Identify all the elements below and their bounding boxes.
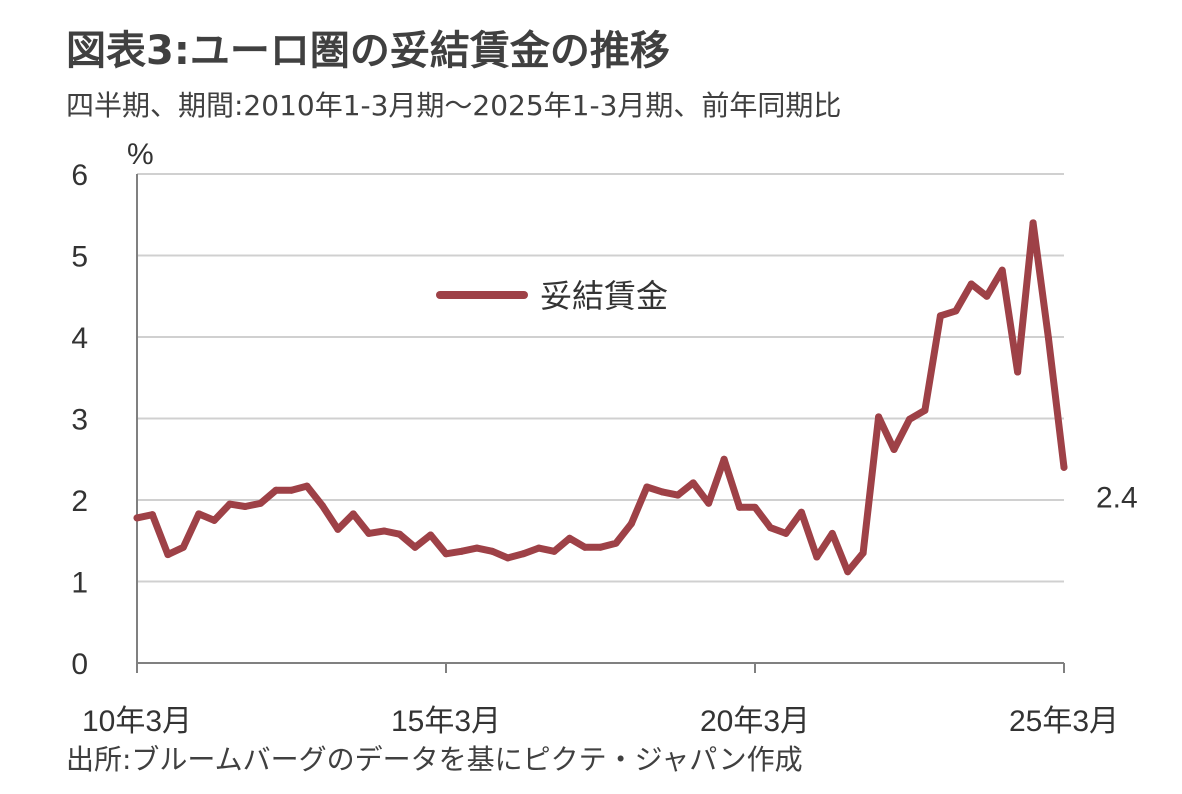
data-point bbox=[1014, 368, 1022, 376]
series-line-0 bbox=[133, 219, 1068, 576]
data-point bbox=[442, 550, 450, 558]
data-point bbox=[535, 544, 543, 552]
data-point bbox=[597, 543, 604, 551]
data-point bbox=[766, 524, 774, 532]
data-point bbox=[859, 549, 867, 557]
data-point bbox=[411, 543, 419, 551]
data-point bbox=[241, 503, 249, 511]
data-point bbox=[581, 543, 589, 551]
data-point bbox=[674, 491, 682, 499]
chart-title: 図表3:ユーロ圏の妥結賃金の推移 bbox=[66, 28, 670, 74]
data-point bbox=[936, 312, 944, 320]
y-axis: 0 1 2 3 4 5 6% bbox=[71, 138, 153, 681]
data-point bbox=[365, 529, 373, 537]
data-point bbox=[457, 547, 465, 555]
data-point bbox=[720, 455, 728, 463]
data-point bbox=[689, 479, 697, 487]
data-point bbox=[257, 499, 265, 507]
data-point bbox=[906, 415, 913, 423]
data-point bbox=[318, 502, 326, 510]
data-point bbox=[736, 503, 744, 511]
y-tick-label-3: 3 bbox=[71, 404, 88, 437]
data-point bbox=[488, 547, 496, 555]
y-tick-label-0: 0 bbox=[71, 648, 88, 681]
data-point bbox=[1029, 219, 1037, 227]
data-point bbox=[813, 553, 821, 561]
data-point bbox=[164, 551, 172, 559]
data-point bbox=[195, 510, 203, 518]
y-tick-label-5: 5 bbox=[71, 241, 88, 274]
y-tick-label-6: 6 bbox=[71, 159, 88, 192]
y-tick-label-4: 4 bbox=[71, 322, 88, 355]
y-tick-label-2: 2 bbox=[71, 485, 88, 518]
end-value-label: 2.4 bbox=[1096, 481, 1138, 514]
data-point bbox=[148, 511, 156, 519]
series-layer bbox=[133, 219, 1068, 576]
data-point bbox=[504, 554, 512, 562]
y-tick-label-1: 1 bbox=[71, 567, 88, 600]
data-point bbox=[272, 486, 280, 494]
data-point bbox=[983, 292, 991, 300]
data-point bbox=[705, 499, 713, 507]
data-point bbox=[782, 529, 790, 537]
data-point bbox=[875, 413, 883, 421]
data-point bbox=[1045, 335, 1053, 343]
data-point bbox=[427, 531, 435, 539]
data-point bbox=[349, 510, 357, 518]
x-tick-label-3: 25年3月 bbox=[1009, 705, 1119, 738]
legend: 妥結賃金 bbox=[436, 277, 668, 315]
data-point bbox=[519, 550, 527, 558]
data-point bbox=[952, 307, 960, 315]
x-tick-label-1: 15年3月 bbox=[391, 705, 501, 738]
data-point bbox=[210, 516, 218, 524]
data-point bbox=[303, 482, 311, 490]
data-point bbox=[1060, 463, 1068, 471]
x-axis: 10年3月 15年3月 20年3月 25年3月 bbox=[82, 662, 1119, 738]
legend-label-0: 妥結賃金 bbox=[540, 277, 668, 315]
data-point bbox=[566, 534, 574, 542]
data-point bbox=[334, 525, 342, 533]
data-point bbox=[890, 445, 898, 453]
chart-subtitle: 四半期、期間:2010年1-3月期〜2025年1-3月期、前年同期比 bbox=[66, 89, 842, 122]
data-point bbox=[998, 266, 1006, 274]
data-point bbox=[473, 544, 481, 552]
data-point bbox=[844, 568, 852, 576]
data-point bbox=[396, 530, 404, 538]
data-point bbox=[288, 486, 295, 494]
source-note: 出所:ブルームバーグのデータを基にピクテ・ジャパン作成 bbox=[66, 743, 803, 776]
x-tick-label-2: 20年3月 bbox=[700, 705, 810, 738]
data-point bbox=[658, 488, 666, 496]
data-point bbox=[380, 527, 388, 535]
y-unit-label: % bbox=[127, 138, 154, 171]
data-point bbox=[179, 543, 187, 551]
data-point bbox=[550, 547, 558, 555]
data-point bbox=[797, 508, 805, 516]
data-point bbox=[828, 529, 836, 537]
data-point bbox=[226, 500, 234, 508]
x-tick-label-0: 10年3月 bbox=[82, 705, 192, 738]
gridlines bbox=[137, 173, 1064, 583]
annotations: 2.4 bbox=[1096, 481, 1138, 514]
data-point bbox=[967, 280, 975, 288]
data-point bbox=[643, 483, 651, 491]
data-point bbox=[133, 514, 141, 522]
data-point bbox=[921, 406, 929, 414]
data-point bbox=[627, 520, 635, 528]
data-point bbox=[612, 539, 620, 547]
data-point bbox=[751, 503, 759, 511]
